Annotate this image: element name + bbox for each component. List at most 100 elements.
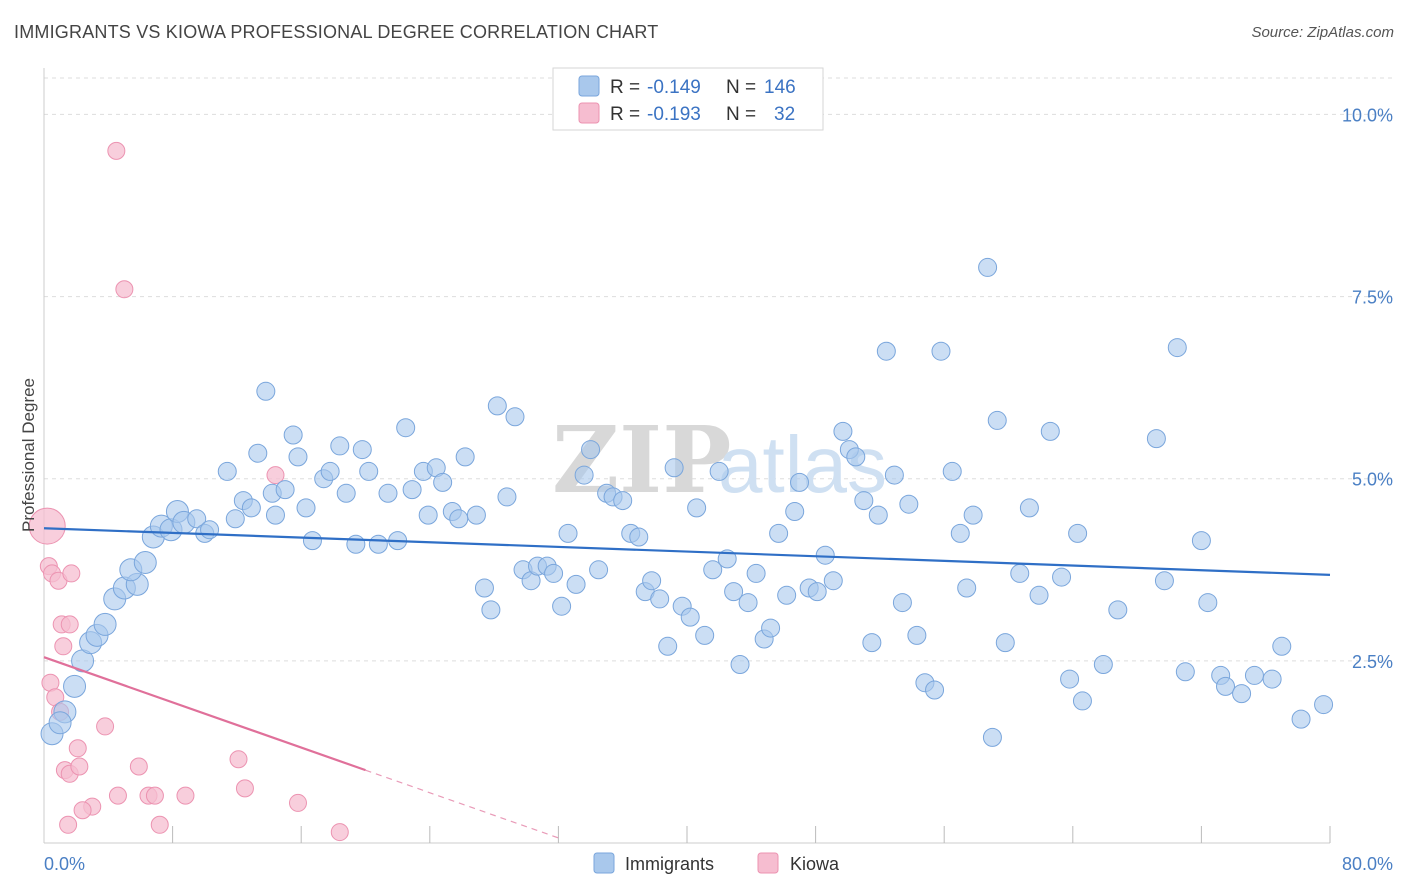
immigrants-point-113 <box>925 680 945 700</box>
immigrants-point-98 <box>807 582 827 602</box>
kiowa-point-18 <box>59 815 78 834</box>
immigrants-point-88 <box>730 655 750 674</box>
immigrants-point-120 <box>982 727 1002 747</box>
y-axis-label: Professional Degree <box>19 378 38 532</box>
kiowa-point-0 <box>28 507 66 545</box>
immigrants-point-142 <box>1244 665 1264 685</box>
immigrants-trend-line <box>43 527 1331 576</box>
immigrants-point-132 <box>1108 600 1128 620</box>
immigrants-point-12 <box>133 551 157 574</box>
kiowa-points <box>28 141 349 842</box>
immigrants-point-53 <box>466 505 486 525</box>
trend-lines <box>43 527 1331 839</box>
immigrants-point-109 <box>892 593 912 613</box>
immigrants-point-64 <box>552 596 572 616</box>
immigrants-point-68 <box>581 440 601 460</box>
immigrants-point-140 <box>1216 676 1236 696</box>
kiowa-point-20 <box>129 757 148 776</box>
kiowa-trend-extrapolation <box>365 769 559 839</box>
immigrants-point-121 <box>987 410 1007 430</box>
immigrants-point-118 <box>963 505 983 525</box>
immigrants-point-66 <box>566 574 586 594</box>
chart-title: IMMIGRANTS VS KIOWA PROFESSIONAL DEGREE … <box>14 22 659 42</box>
immigrants-point-81 <box>680 607 700 627</box>
immigrants-point-51 <box>449 509 469 529</box>
immigrants-point-128 <box>1060 669 1080 689</box>
kiowa-point-30 <box>107 141 126 160</box>
immigrants-point-3 <box>63 674 87 698</box>
kiowa-point-19 <box>108 786 127 805</box>
kiowa-point-23 <box>150 815 169 834</box>
kiowa-point-31 <box>115 280 134 299</box>
legend-r-value-kiowa: -0.193 <box>647 104 701 125</box>
immigrants-point-124 <box>1019 498 1039 518</box>
immigrants-point-93 <box>769 523 789 543</box>
immigrants-point-26 <box>256 381 276 401</box>
immigrants-point-33 <box>302 531 322 551</box>
legend-r-value-immigrants: -0.149 <box>647 77 701 98</box>
immigrants-point-77 <box>650 589 670 609</box>
kiowa-trend-line <box>43 656 366 772</box>
immigrants-point-28 <box>265 505 285 525</box>
immigrants-point-127 <box>1052 567 1072 587</box>
immigrants-point-52 <box>455 447 475 467</box>
x-tick-labels: 0.0% 80.0% <box>44 854 1393 874</box>
immigrants-point-94 <box>777 585 797 605</box>
immigrants-point-131 <box>1093 655 1113 674</box>
immigrants-point-87 <box>724 582 744 602</box>
immigrants-point-38 <box>346 534 366 554</box>
legend: R = -0.149 N = 146 R = -0.193 N = 32 <box>552 67 824 131</box>
immigrants-point-63 <box>544 563 564 583</box>
immigrants-point-82 <box>687 498 707 518</box>
immigrants-point-115 <box>942 461 962 481</box>
immigrants-point-137 <box>1191 531 1211 551</box>
bottom-legend-swatch-kiowa <box>757 852 779 874</box>
immigrants-point-106 <box>868 505 888 525</box>
immigrants-point-72 <box>613 491 633 511</box>
bottom-legend-label-immigrants: Immigrants <box>625 854 714 874</box>
immigrants-point-116 <box>950 523 970 543</box>
immigrants-point-130 <box>1072 691 1092 711</box>
x-tick-label-max: 80.0% <box>1342 854 1393 874</box>
kiowa-point-17 <box>73 801 92 820</box>
immigrants-point-123 <box>1010 563 1030 583</box>
immigrants-point-110 <box>899 494 919 514</box>
immigrants-point-67 <box>574 465 594 485</box>
immigrants-point-129 <box>1068 523 1088 543</box>
immigrants-point-47 <box>418 505 438 525</box>
immigrants-point-18 <box>187 509 207 529</box>
immigrants-point-122 <box>995 633 1015 653</box>
immigrants-point-39 <box>352 440 372 460</box>
legend-n-label-immigrants: N = <box>726 77 756 98</box>
immigrants-point-96 <box>790 472 810 492</box>
immigrants-point-56 <box>487 396 507 416</box>
kiowa-point-12 <box>68 739 87 758</box>
legend-swatch-immigrants <box>578 75 600 97</box>
immigrants-point-99 <box>815 545 835 565</box>
immigrants-point-2 <box>48 711 72 735</box>
bottom-legend-swatch-immigrants <box>593 852 615 874</box>
kiowa-point-28 <box>288 793 307 812</box>
kiowa-point-15 <box>70 757 89 776</box>
immigrants-point-21 <box>217 461 237 481</box>
immigrants-point-85 <box>709 461 729 481</box>
kiowa-point-25 <box>229 750 248 769</box>
immigrants-point-83 <box>695 625 715 645</box>
immigrants-point-145 <box>1291 709 1311 729</box>
immigrants-point-40 <box>359 461 379 481</box>
immigrants-point-136 <box>1175 662 1195 682</box>
immigrants-point-78 <box>658 636 678 656</box>
immigrants-point-42 <box>378 483 398 503</box>
immigrants-point-84 <box>703 560 723 580</box>
immigrants-point-36 <box>330 436 350 456</box>
immigrants-point-101 <box>833 421 853 441</box>
immigrants-point-30 <box>283 425 303 445</box>
immigrants-point-89 <box>738 593 758 613</box>
immigrants-point-117 <box>957 578 977 598</box>
kiowa-point-11 <box>96 717 115 736</box>
immigrants-point-141 <box>1232 684 1252 704</box>
immigrants-point-125 <box>1029 585 1049 605</box>
immigrants-point-119 <box>978 257 998 277</box>
immigrants-points <box>40 257 1334 747</box>
kiowa-point-22 <box>145 786 164 805</box>
